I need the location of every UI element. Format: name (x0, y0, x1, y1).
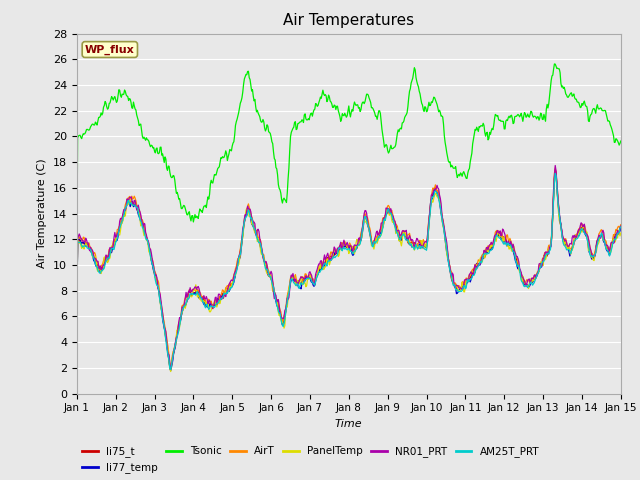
Line: AirT: AirT (77, 168, 621, 368)
Tsonic (390, 145, 397, 151)
AM25T_PRT (167, 367, 175, 372)
Tsonic (550, 61, 558, 67)
li77_temp (445, 258, 452, 264)
li75_t (98, 264, 106, 270)
Legend: li75_t, li77_temp, Tsonic, AirT, PanelTemp, NR01_PRT, AM25T_PRT: li75_t, li77_temp, Tsonic, AirT, PanelTe… (78, 442, 543, 478)
NR01_PRT (617, 223, 625, 229)
AM25T_PRT (552, 170, 559, 176)
Tsonic (371, 110, 378, 116)
AM25T_PRT (73, 316, 81, 322)
AirT (73, 312, 81, 318)
li75_t (73, 313, 81, 319)
NR01_PRT (73, 313, 81, 319)
X-axis label: Time: Time (335, 419, 363, 429)
PanelTemp (98, 268, 106, 274)
li77_temp (513, 264, 521, 270)
NR01_PRT (372, 233, 380, 239)
AM25T_PRT (617, 224, 625, 230)
li77_temp (372, 238, 380, 243)
AM25T_PRT (98, 268, 106, 274)
Line: PanelTemp: PanelTemp (77, 176, 621, 372)
li75_t (372, 237, 380, 243)
AirT (617, 222, 625, 228)
AirT (390, 216, 398, 222)
Tsonic (98, 112, 106, 118)
li77_temp (227, 285, 234, 290)
Title: Air Temperatures: Air Temperatures (284, 13, 414, 28)
AirT (227, 281, 234, 287)
AirT (445, 256, 452, 262)
NR01_PRT (227, 278, 234, 284)
NR01_PRT (390, 218, 398, 224)
li77_temp (552, 168, 559, 173)
PanelTemp (513, 254, 521, 260)
Tsonic (444, 154, 451, 160)
AM25T_PRT (372, 240, 380, 246)
NR01_PRT (167, 366, 175, 372)
li75_t (445, 256, 452, 262)
PanelTemp (73, 313, 81, 319)
AirT (513, 254, 521, 260)
Line: li75_t: li75_t (77, 170, 621, 368)
li75_t (227, 280, 234, 286)
Line: li77_temp: li77_temp (77, 170, 621, 371)
PanelTemp (167, 369, 175, 374)
li77_temp (98, 266, 106, 272)
Line: AM25T_PRT: AM25T_PRT (77, 173, 621, 370)
PanelTemp (445, 256, 452, 262)
Line: NR01_PRT: NR01_PRT (77, 166, 621, 369)
Y-axis label: Air Temperature (C): Air Temperature (C) (37, 159, 47, 268)
PanelTemp (617, 230, 625, 236)
AM25T_PRT (513, 263, 521, 269)
AirT (98, 262, 106, 268)
li77_temp (167, 368, 175, 373)
NR01_PRT (445, 255, 452, 261)
PanelTemp (372, 236, 380, 241)
AM25T_PRT (390, 221, 398, 227)
AirT (552, 165, 559, 171)
li77_temp (390, 220, 398, 226)
Tsonic (226, 146, 234, 152)
Line: Tsonic: Tsonic (77, 64, 621, 266)
PanelTemp (390, 218, 398, 224)
li77_temp (617, 224, 625, 230)
PanelTemp (227, 284, 234, 290)
AM25T_PRT (445, 259, 452, 264)
Tsonic (617, 138, 625, 144)
li75_t (552, 167, 559, 173)
AirT (372, 237, 380, 242)
li75_t (390, 218, 398, 224)
li75_t (617, 225, 625, 230)
NR01_PRT (513, 253, 521, 259)
li75_t (513, 259, 521, 265)
Tsonic (513, 113, 520, 119)
NR01_PRT (552, 163, 559, 168)
li75_t (167, 365, 175, 371)
Tsonic (73, 264, 81, 269)
NR01_PRT (98, 267, 106, 273)
AM25T_PRT (227, 285, 234, 290)
Text: WP_flux: WP_flux (85, 44, 134, 55)
PanelTemp (552, 173, 559, 179)
AirT (167, 365, 175, 371)
li77_temp (73, 315, 81, 321)
